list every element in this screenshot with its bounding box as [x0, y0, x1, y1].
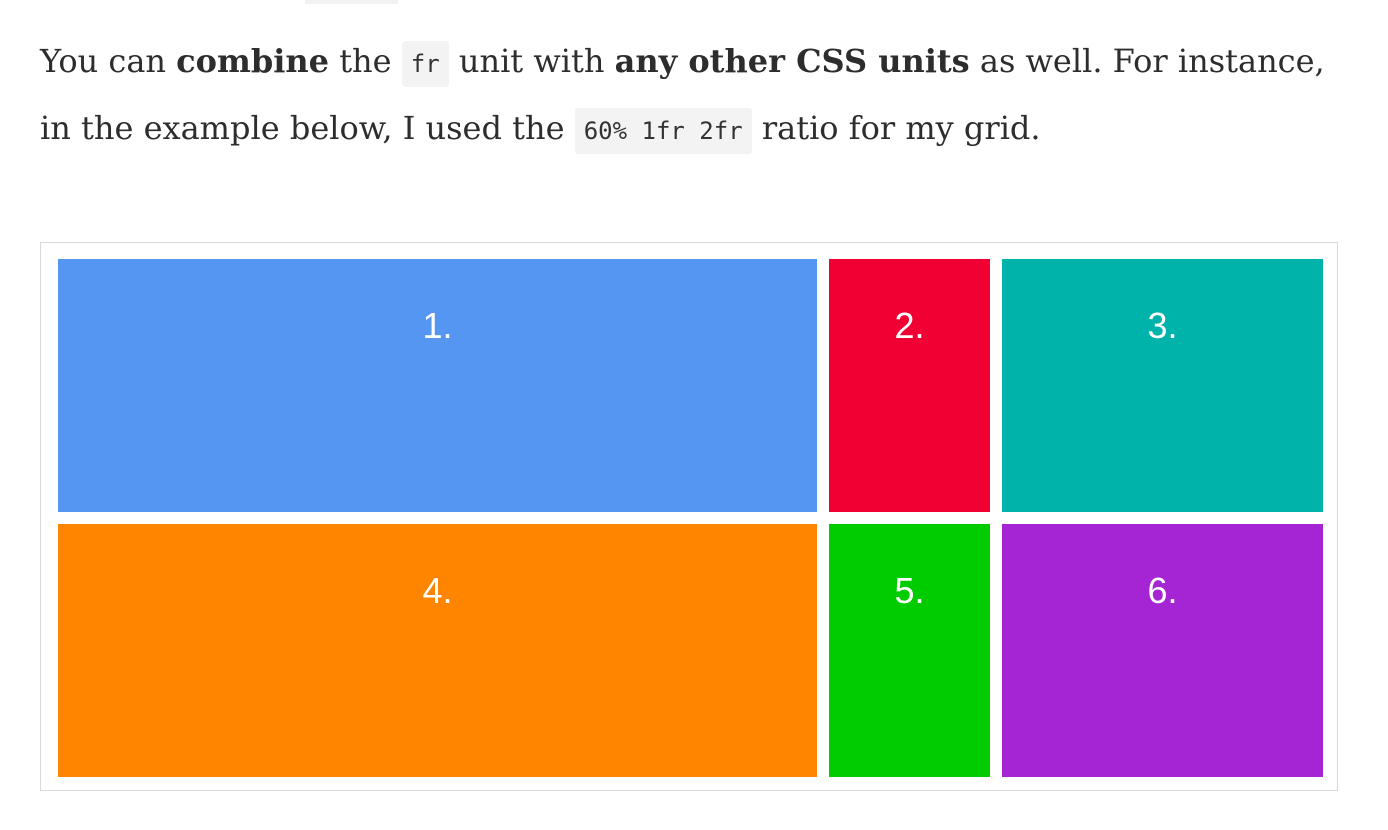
text-run: as well. For instance, in the example be… — [40, 42, 1325, 147]
text-run: the — [329, 42, 402, 80]
text-run: You can — [40, 42, 177, 80]
grid-cell-3: 3. — [1002, 259, 1323, 512]
bold-any-other-css-units: any other CSS units — [614, 42, 970, 80]
grid-cell-6: 6. — [1002, 524, 1323, 777]
text-run: unit with — [448, 42, 615, 80]
grid-cell-1: 1. — [58, 259, 817, 512]
grid-cell-4: 4. — [58, 524, 817, 777]
body-paragraph: You can combine the fr unit with any oth… — [40, 29, 1350, 163]
top-code-fragment — [305, 0, 398, 4]
text-run: ratio for my grid. — [751, 109, 1041, 147]
inline-code-ratio: 60% 1fr 2fr — [574, 108, 752, 154]
grid-cell-5: 5. — [829, 524, 990, 777]
grid-cell-2: 2. — [829, 259, 990, 512]
inline-code-fr: fr — [401, 41, 449, 87]
grid-example-figure: 1. 2. 3. 4. 5. 6. — [40, 242, 1338, 791]
bold-combine: combine — [176, 42, 330, 80]
